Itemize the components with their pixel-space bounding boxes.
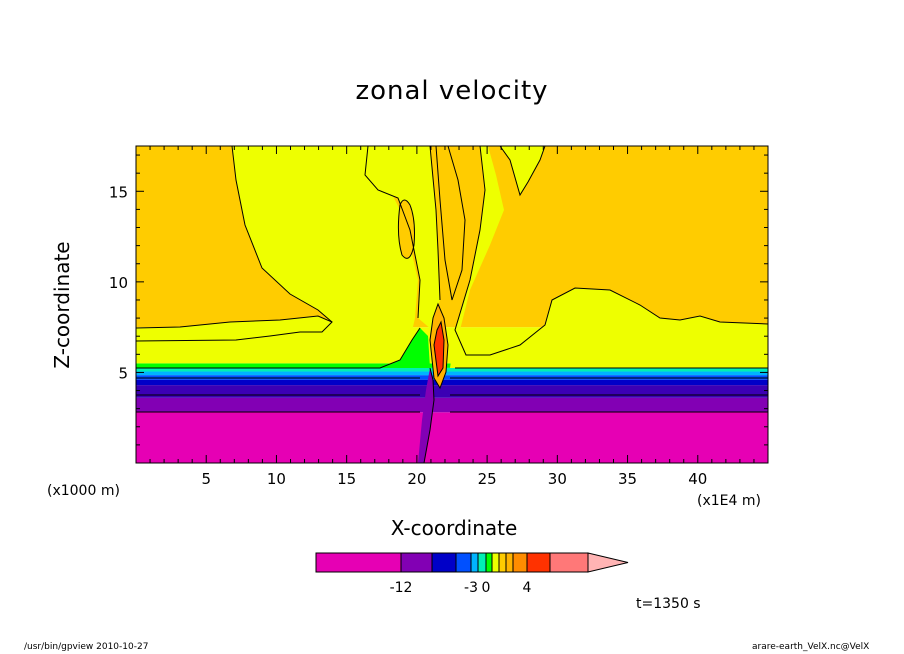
footer-left: /usr/bin/gpview 2010-10-27 [24,642,149,652]
colorbar-segment [315,552,402,573]
contour-layer-4 [136,375,768,380]
colorbar-label: 0 [482,580,491,596]
yellow-plume-right [450,146,768,368]
chart-title: zonal velocity [355,76,549,106]
contour-line-6 [454,145,769,356]
contour-layer-0 [136,412,768,463]
orange-blob [398,200,415,259]
contour-line-2 [364,145,421,319]
colorbar-segment [549,552,589,573]
colorbar-segment [485,552,493,573]
yellow-tongue-left [136,316,332,341]
x-tick-label: 5 [201,470,211,488]
contour-line-8 [136,327,421,369]
x-axis-label: X-coordinate [390,516,518,540]
purple-stalk [418,368,434,463]
contour-line-5 [397,199,415,259]
colorbar-segment [470,552,479,573]
colorbar-segment [455,552,472,573]
colorbar-segment [498,552,507,573]
colorbar-segment [477,552,487,573]
colorbar-label: -12 [390,580,413,596]
contour-layer-2 [136,385,768,398]
x-tick-label: 10 [267,470,286,488]
green-bulge [380,328,430,368]
contour-line-7 [499,145,546,197]
x-tick-label: 30 [548,470,567,488]
x-tick-label: 25 [478,470,497,488]
x-tick-label: 15 [337,470,356,488]
contour-line-1 [231,145,333,323]
x-tick-label: 40 [688,470,707,488]
contour-line-3 [429,145,441,301]
contour-layer-3 [136,379,768,386]
colorbar-segment [526,552,551,573]
contour-line-18 [423,367,435,464]
colorbar-label: 4 [523,580,532,596]
orange-gap-center [436,146,465,300]
contour-line-4 [435,145,466,301]
colorbar-segment [505,552,514,573]
colorbar-segment [400,552,433,573]
colorbar-segment [512,552,528,573]
colorbar-segment [431,552,457,573]
yellow-plume-left [232,146,418,346]
y-tick-label: 10 [109,274,128,292]
plot-frame [135,145,769,464]
x-tick-label: 35 [618,470,637,488]
colorbar-label: -3 [464,580,478,596]
y-tick-label: 15 [109,183,128,201]
footer-right: arare-earth_VelX.nc@VelX [752,642,870,652]
time-label: t=1350 s [636,596,701,612]
yellow-top-right [500,146,545,195]
contour-layer-5 [136,371,768,376]
colorbar-segment [491,552,500,573]
x-unit-left: (x1000 m) [47,483,120,499]
x-tick-label: 20 [407,470,426,488]
contour-layer-1 [136,397,768,413]
contour-layer-6 [136,367,768,372]
y-tick-label: 5 [118,364,128,382]
contour-line-11 [433,320,445,378]
contour-line-10 [429,302,449,390]
x-unit-right: (x1E4 m) [697,493,761,509]
colorbar-arrow [587,552,629,573]
